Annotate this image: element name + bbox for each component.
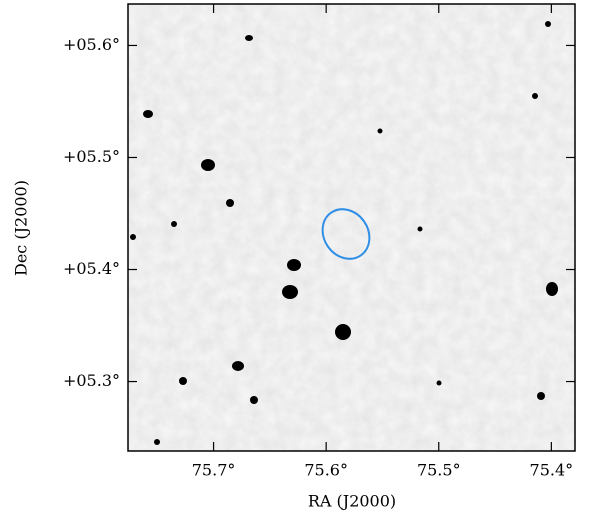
y-tick-label: +05.5° xyxy=(63,147,120,166)
x-tick-label: 75.6° xyxy=(304,461,348,480)
region-ellipse xyxy=(321,208,371,260)
y-tick-label: +05.6° xyxy=(63,35,120,54)
y-tick-label: +05.4° xyxy=(63,259,120,278)
x-axis-label: RA (J2000) xyxy=(308,492,396,511)
x-tick-label: 75.7° xyxy=(192,461,236,480)
frame xyxy=(127,3,576,452)
y-axis-label: Dec (J2000) xyxy=(12,180,31,276)
y-tick-label: +05.3° xyxy=(63,371,120,390)
x-tick-label: 75.4° xyxy=(530,461,574,480)
x-tick-label: 75.5° xyxy=(417,461,461,480)
sky-image xyxy=(128,4,575,451)
